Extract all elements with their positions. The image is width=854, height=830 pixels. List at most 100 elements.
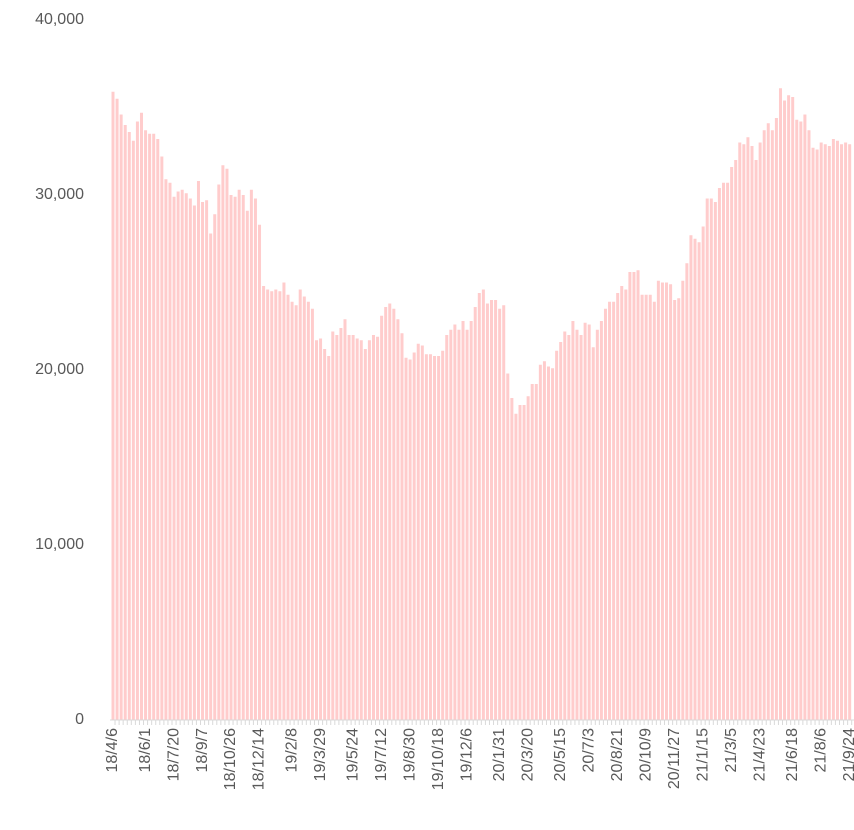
bar: [677, 298, 681, 720]
bar: [225, 168, 229, 720]
bar: [213, 214, 217, 720]
bar: [673, 300, 677, 720]
bar: [697, 242, 701, 720]
bar: [567, 335, 571, 720]
x-tick-label: 20/5/15: [552, 728, 569, 781]
bar: [803, 114, 807, 720]
bar: [510, 398, 514, 720]
x-tick-label: 18/12/14: [251, 728, 268, 790]
bar: [156, 139, 160, 720]
x-tick-label: 19/2/8: [283, 728, 300, 773]
bar: [563, 331, 567, 720]
bar: [705, 198, 709, 720]
bar: [498, 308, 502, 720]
x-tick-label: 20/10/9: [637, 728, 654, 781]
bar: [795, 119, 799, 720]
bar: [490, 300, 494, 720]
bar: [135, 121, 139, 720]
bar: [770, 130, 774, 720]
x-tick-label: 19/7/12: [373, 728, 390, 781]
bar: [530, 384, 534, 720]
bar: [371, 335, 375, 720]
bar: [249, 189, 253, 720]
x-tick-label: 19/10/18: [430, 728, 447, 790]
bar: [778, 88, 782, 720]
bar: [819, 142, 823, 720]
bar: [180, 189, 184, 720]
bar: [144, 130, 148, 720]
bar: [595, 329, 599, 720]
bar: [750, 146, 754, 720]
bar: [481, 289, 485, 720]
bar: [534, 384, 538, 720]
bar: [644, 294, 648, 720]
bar: [115, 98, 119, 720]
bar: [811, 147, 815, 720]
bar: [542, 361, 546, 720]
bar: [420, 345, 424, 720]
bar: [131, 140, 135, 720]
bar: [367, 340, 371, 720]
bar: [400, 333, 404, 720]
bar: [148, 133, 152, 720]
bar: [363, 349, 367, 720]
bar: [241, 195, 245, 720]
bar: [734, 160, 738, 720]
x-tick-label: 21/6/18: [784, 728, 801, 781]
bar: [526, 396, 530, 720]
x-tick-label: 20/1/31: [491, 728, 508, 781]
x-tick-label: 18/4/6: [104, 728, 121, 773]
bar: [722, 182, 725, 720]
bar: [599, 321, 603, 720]
bar: [229, 195, 233, 720]
bar: [587, 324, 591, 720]
bar: [184, 193, 188, 720]
bar: [656, 280, 660, 720]
bar: [139, 112, 143, 720]
bar: [433, 356, 437, 720]
bar: [640, 294, 644, 720]
x-tick-label: 19/12/6: [458, 728, 475, 781]
bar: [746, 137, 750, 720]
bar: [335, 335, 339, 720]
bar: [152, 133, 156, 720]
bar: [168, 182, 172, 720]
bar: [783, 100, 787, 720]
bar: [253, 198, 257, 720]
bar: [823, 144, 827, 720]
bar: [681, 280, 685, 720]
bar: [172, 196, 176, 720]
bar: [461, 321, 465, 720]
y-tick-label: 10,000: [35, 536, 84, 553]
bar: [262, 286, 266, 720]
x-tick-label: 20/11/27: [666, 728, 683, 789]
bar: [616, 293, 620, 720]
bar: [579, 335, 583, 720]
bar: [237, 189, 241, 720]
bar: [559, 342, 563, 720]
bar: [416, 343, 420, 720]
bar: [713, 202, 717, 720]
bar: [404, 357, 408, 720]
x-tick-label: 18/6/1: [137, 728, 154, 773]
x-tick-label: 21/1/15: [694, 728, 711, 781]
bar: [298, 289, 302, 720]
bar: [612, 301, 616, 720]
bar: [274, 289, 278, 720]
bar: [848, 144, 852, 720]
bar: [428, 354, 432, 720]
bar: [164, 179, 168, 720]
bar: [380, 315, 384, 720]
bar: [441, 350, 445, 720]
bar: [310, 308, 314, 720]
bar: [217, 184, 221, 720]
bar: [652, 301, 656, 720]
bar: [119, 114, 123, 720]
bar: [701, 226, 705, 720]
bar: [302, 296, 306, 720]
bar: [575, 329, 579, 720]
bar: [608, 301, 612, 720]
bar: [412, 352, 416, 720]
bar: [726, 182, 730, 720]
